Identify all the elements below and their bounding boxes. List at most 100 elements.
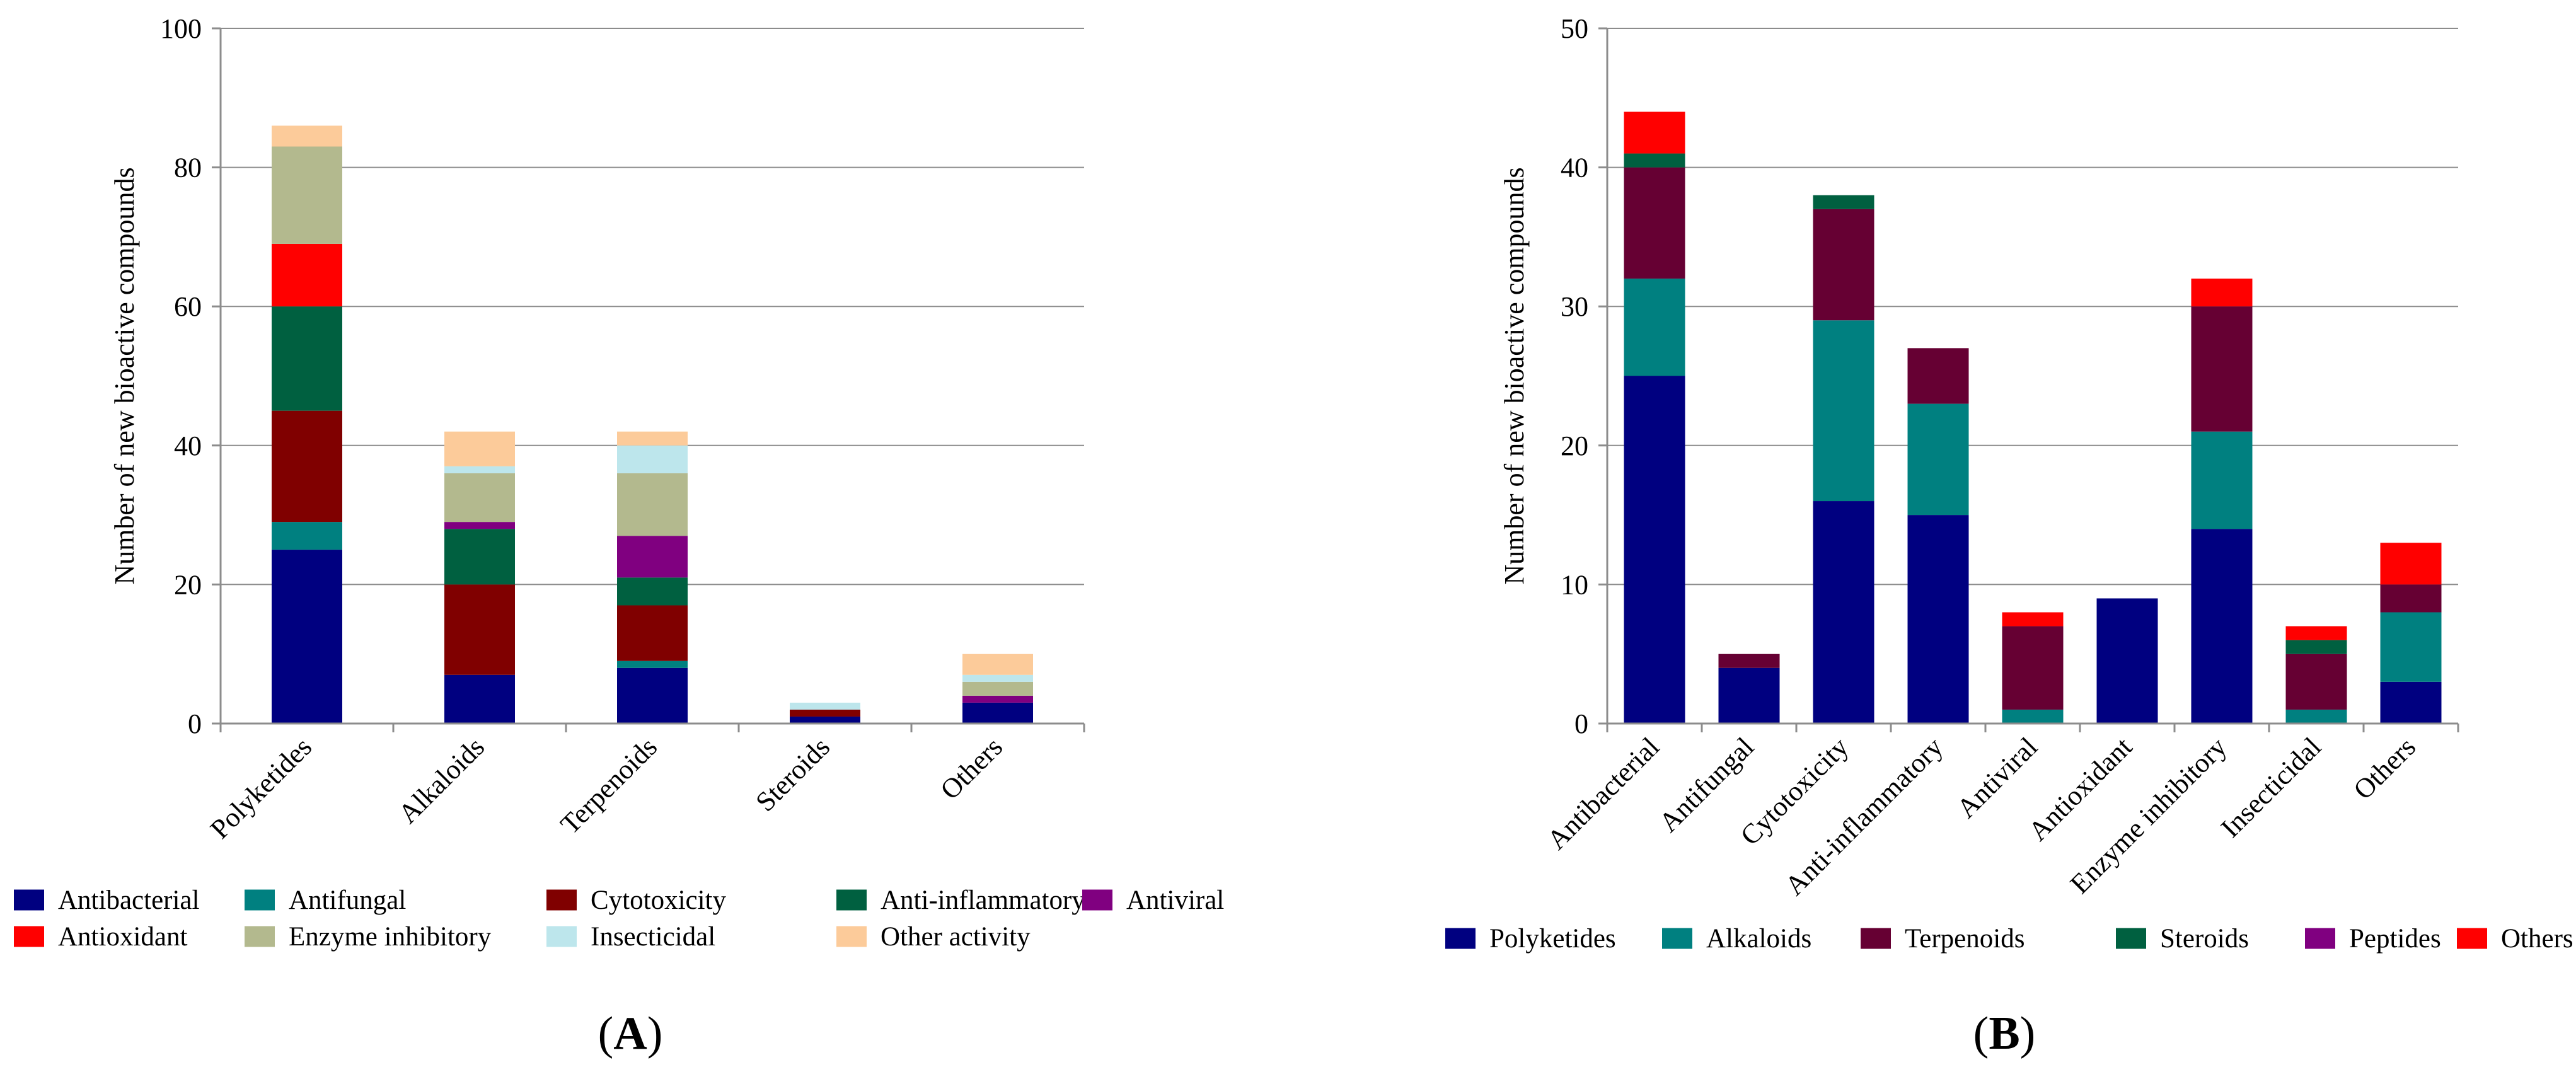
bar-alkaloids-antiviral — [444, 522, 515, 529]
bar-polyketides-enzyme-inhibitory — [272, 146, 342, 244]
legend-item-antioxidant: Antioxidant — [14, 922, 187, 952]
y-tick-label: 20 — [174, 569, 202, 600]
legend-label: Steroids — [2160, 924, 2249, 954]
x-tick-label-others: Others — [2347, 731, 2422, 805]
bar-antiviral-others — [2002, 612, 2064, 626]
x-tick-label-alkaloids: Alkaloids — [392, 731, 490, 829]
panel-label: (A) — [598, 1008, 663, 1059]
y-axis-label: Number of new bioactive compounds — [1499, 167, 1530, 584]
x-tick-label-terpenoids: Terpenoids — [555, 731, 663, 839]
legend-swatch — [2116, 928, 2146, 949]
y-axis: 0 20 40 60 80 100 — [160, 13, 222, 739]
bar-antibacterial-polyketides — [1624, 376, 1685, 724]
bar-enzyme-inhibitory-alkaloids — [2191, 431, 2253, 529]
legend-label: Antiviral — [1126, 885, 1224, 915]
y-tick-label: 0 — [188, 708, 202, 739]
x-axis: AntibacterialAntifungalCytotoxicityAnti-… — [1541, 722, 2459, 901]
y-tick-label: 40 — [1561, 153, 1588, 183]
bar-antibacterial-terpenoids — [1624, 167, 1685, 279]
bar-others-polyketides — [2380, 681, 2442, 724]
bar-antiviral-alkaloids — [2002, 709, 2064, 724]
legend-label: Terpenoids — [1905, 924, 2024, 954]
bar-polyketides-antioxidant — [272, 243, 342, 307]
legend-swatch — [1861, 928, 1891, 949]
legend-label: Others — [2501, 924, 2573, 954]
bar-terpenoids-enzyme-inhibitory — [617, 473, 688, 536]
bar-antiviral-terpenoids — [2002, 626, 2064, 710]
y-tick-label: 30 — [1561, 291, 1588, 322]
legend-item-antibacterial: Antibacterial — [14, 885, 200, 915]
bar-others-antibacterial — [962, 702, 1033, 724]
bar-antibacterial-alkaloids — [1624, 279, 1685, 376]
legend-swatch — [1082, 889, 1112, 911]
bar-polyketides-antifungal — [272, 522, 342, 550]
y-axis-label: Number of new bioactive compounds — [109, 167, 140, 584]
y-tick-label: 20 — [1561, 430, 1588, 461]
gridlines — [221, 28, 1084, 585]
y-tick-label: 60 — [174, 291, 202, 322]
bar-others-enzyme-inhibitory — [962, 681, 1033, 696]
bar-terpenoids-antiviral — [617, 536, 688, 578]
bar-enzyme-inhibitory-terpenoids — [2191, 306, 2253, 432]
bars — [1624, 112, 2442, 724]
legend-item-polyketides: Polyketides — [1445, 924, 1616, 954]
bar-others-others — [2380, 543, 2442, 585]
bar-others-insecticidal — [962, 674, 1033, 682]
legend-label: Alkaloids — [1706, 924, 1811, 954]
x-tick-label-polyketides: Polyketides — [204, 731, 318, 845]
legend-item-terpenoids: Terpenoids — [1861, 924, 2024, 954]
legend-label: Antioxidant — [58, 922, 187, 952]
bar-antifungal-terpenoids — [1718, 654, 1780, 668]
bar-steroids-antibacterial — [790, 716, 860, 724]
bars — [272, 125, 1033, 724]
legend-item-other-activity: Other activity — [836, 922, 1031, 952]
bar-cytotoxicity-polyketides — [1813, 501, 1874, 724]
bar-terpenoids-antibacterial — [617, 667, 688, 724]
y-tick-label: 40 — [174, 430, 202, 461]
legend-label: Antibacterial — [58, 885, 200, 915]
bar-alkaloids-cytotoxicity — [444, 584, 515, 675]
legend-swatch — [836, 926, 867, 947]
legend-item-insecticidal: Insecticidal — [546, 922, 715, 952]
y-tick-label: 0 — [1574, 708, 1588, 739]
y-tick-label: 100 — [160, 13, 202, 44]
bar-others-other-activity — [962, 654, 1033, 675]
bar-polyketides-other-activity — [272, 125, 342, 147]
chart-panel-b: 0 10 20 30 40 50 Number of new bioactive compo… — [1445, 13, 2573, 1059]
x-axis: Polyketides Alkaloids Terpenoids Steroids Ot… — [204, 722, 1085, 845]
bar-polyketides-antibacterial — [272, 550, 342, 724]
bar-antioxidant-polyketides — [2096, 598, 2158, 724]
x-tick-label-steroids: Steroids — [749, 731, 836, 817]
x-tick-label-others: Others — [934, 731, 1008, 805]
y-tick-label: 10 — [1561, 569, 1588, 600]
legend-swatch — [245, 926, 275, 947]
x-tick-label-insecticidal: Insecticidal — [2215, 731, 2327, 843]
bar-enzyme-inhibitory-polyketides — [2191, 529, 2253, 724]
bar-terpenoids-antifungal — [617, 660, 688, 668]
bar-anti-inflammatory-alkaloids — [1907, 403, 1969, 516]
bar-antibacterial-steroids — [1624, 153, 1685, 168]
legend-label: Anti-inflammatory — [881, 885, 1085, 915]
legend-swatch — [14, 926, 44, 947]
legend-item-others: Others — [2457, 924, 2573, 954]
x-tick-label-anti-inflammatory: Anti-inflammatory — [1779, 731, 1949, 901]
bar-alkaloids-antibacterial — [444, 674, 515, 724]
legend-label: Cytotoxicity — [591, 885, 727, 915]
bar-antibacterial-others — [1624, 112, 1685, 154]
bar-steroids-cytotoxicity — [790, 709, 860, 717]
legend-label: Polyketides — [1489, 924, 1616, 954]
chart-panel-a: 0 20 40 60 80 100 Number of new bioactive comp… — [14, 13, 1224, 1059]
legend-swatch — [2457, 928, 2487, 949]
legend-item-peptides: Peptides — [2305, 924, 2441, 954]
bar-insecticidal-alkaloids — [2285, 709, 2347, 724]
legend-item-cytotoxicity: Cytotoxicity — [546, 885, 727, 915]
bar-terpenoids-insecticidal — [617, 445, 688, 473]
legend-label: Insecticidal — [591, 922, 715, 952]
y-axis: 0 10 20 30 40 50 — [1561, 13, 1609, 739]
bar-terpenoids-anti-inflammatory — [617, 577, 688, 606]
bar-alkaloids-anti-inflammatory — [444, 529, 515, 585]
x-tick-label-enzyme-inhibitory: Enzyme inhibitory — [2064, 731, 2232, 899]
panel-label: (B) — [1973, 1008, 2036, 1059]
bar-terpenoids-other-activity — [617, 431, 688, 446]
legend-label: Peptides — [2349, 924, 2441, 954]
